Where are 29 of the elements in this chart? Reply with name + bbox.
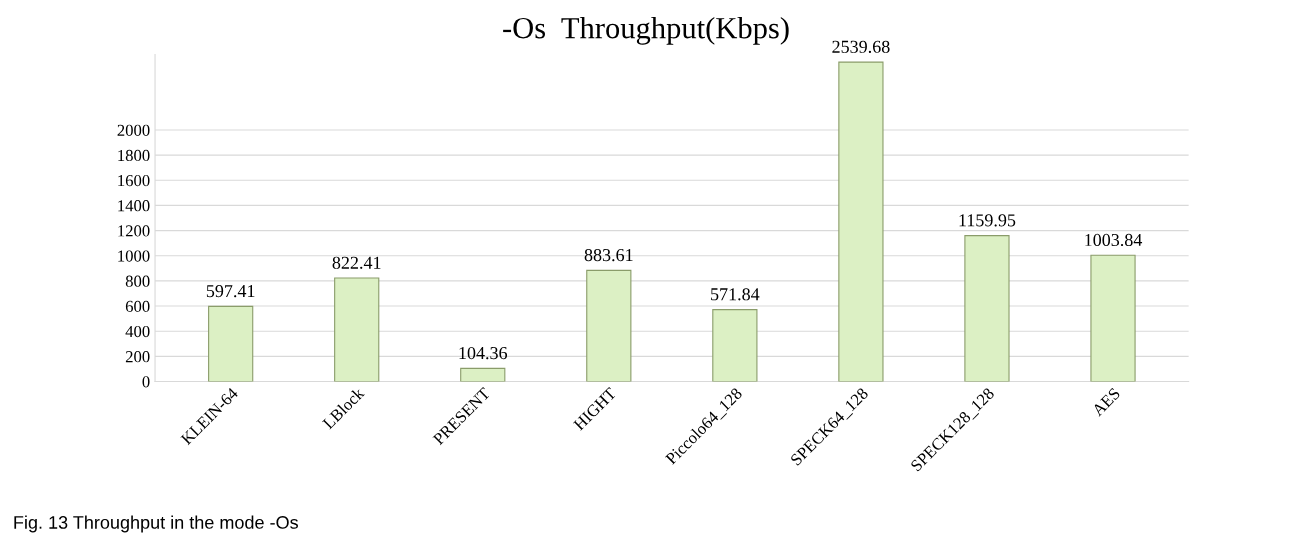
bar (838, 61, 884, 382)
y-tick-label: 1600 (118, 174, 150, 187)
bar (586, 269, 632, 382)
bar (1090, 254, 1136, 382)
data-label: 571.84 (711, 288, 760, 301)
bar (334, 277, 380, 382)
data-label: 2539.68 (832, 40, 890, 53)
y-tick-label: 1800 (118, 149, 150, 162)
data-label: 597.41 (206, 285, 255, 298)
y-tick-label: 1200 (118, 225, 150, 237)
bar (964, 235, 1010, 382)
y-tick-label: 2000 (117, 124, 150, 136)
chart-title: -Os Throughput(Kbps) (503, 16, 789, 45)
data-label: 104.36 (459, 346, 508, 360)
y-tick-label: 400 (125, 325, 150, 338)
data-label: 822.41 (332, 256, 381, 269)
y-tick-label: 0 (142, 376, 150, 388)
data-label: 1159.95 (959, 214, 1016, 227)
y-tick-label: 800 (125, 275, 150, 287)
y-tick-label: 600 (125, 300, 150, 312)
bar (460, 367, 506, 382)
data-label: 1003.84 (1085, 233, 1143, 247)
bar (208, 305, 254, 382)
y-tick-label: 1400 (118, 200, 150, 212)
bar (712, 309, 758, 382)
data-label: 883.61 (584, 248, 633, 262)
y-tick-label: 1000 (118, 250, 150, 262)
caption: Fig. 13 Throughput in the mode -Os (14, 515, 298, 533)
y-tick-label: 200 (125, 351, 150, 363)
